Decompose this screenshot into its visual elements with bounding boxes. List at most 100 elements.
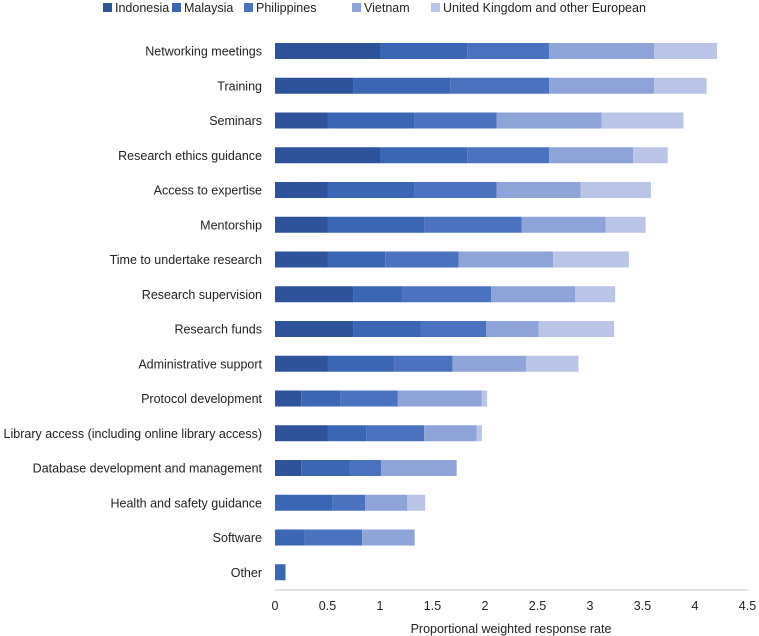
bar-segment-r4-s2: [414, 182, 497, 198]
category-labels: Networking meetings Training Seminars Resea…: [4, 45, 263, 580]
bar-segment-r1-s3: [549, 77, 655, 94]
category-label-2: Seminars: [209, 114, 262, 128]
bar-segment-r8-s1: [353, 321, 421, 337]
legend-label-1: Malaysia: [184, 1, 233, 15]
bar-segment-r11-s3: [424, 425, 477, 442]
category-label-7: Research supervision: [142, 288, 262, 302]
bar-segment-r2-s0: [275, 112, 328, 129]
x-tick-label-2: 1: [377, 599, 384, 613]
bar-segment-r8-s3: [486, 321, 539, 337]
bar-segment-r8-s4: [538, 321, 615, 337]
bar-segment-r10-s2: [340, 390, 398, 407]
bar-segment-r6-s1: [327, 251, 386, 268]
bar-segment-r8-s2: [420, 321, 487, 337]
bar-segment-r13-s4: [407, 494, 426, 511]
bar-segment-r5-s2: [424, 216, 522, 233]
bar-segment-r10-s0: [275, 390, 302, 407]
bar-segment-r9-s4: [525, 355, 579, 372]
bars: [275, 43, 718, 581]
bar-segment-r9-s2: [394, 355, 453, 372]
bar-segment-r2-s2: [414, 112, 497, 129]
bar-segment-r4-s0: [275, 182, 328, 198]
bar-segment-r3-s3: [549, 147, 634, 164]
bar-segment-r3-s2: [467, 147, 550, 164]
bar-segment-r5-s4: [605, 216, 646, 233]
bar-segment-r12-s0: [275, 460, 302, 476]
bar-segment-r13-s2: [332, 494, 366, 511]
legend-swatch-3: [352, 3, 361, 12]
legend-label-0: Indonesia: [115, 1, 169, 15]
bar-segment-r5-s3: [521, 216, 606, 233]
bar-segment-r0-s0: [275, 43, 380, 59]
category-label-14: Software: [213, 531, 262, 545]
bar-segment-r9-s0: [275, 355, 328, 372]
bar-segment-r6-s0: [275, 251, 328, 268]
bar-segment-r11-s4: [476, 425, 482, 442]
category-label-13: Health and safety guidance: [111, 496, 263, 510]
bar-segment-r0-s2: [467, 43, 550, 59]
bar-segment-r3-s0: [275, 147, 380, 164]
bar-segment-r13-s3: [365, 494, 408, 511]
category-label-9: Administrative support: [138, 357, 262, 371]
bar-segment-r7-s0: [275, 286, 354, 303]
bar-segment-r8-s0: [275, 321, 354, 337]
bar-segment-r12-s1: [301, 460, 350, 476]
category-label-6: Time to undertake research: [110, 253, 262, 267]
bar-segment-r2-s3: [496, 112, 602, 129]
x-tick-label-7: 3.5: [634, 599, 651, 613]
bar-segment-r12-s2: [349, 460, 382, 476]
x-tick-label-6: 3: [587, 599, 594, 613]
bar-segment-r15-s1: [275, 564, 286, 581]
category-label-10: Protocol development: [141, 392, 262, 406]
bar-segment-r7-s4: [575, 286, 616, 303]
bar-segment-r4-s4: [580, 182, 651, 198]
legend-label-3: Vietnam: [364, 1, 410, 15]
x-tick-label-0: 0: [272, 599, 279, 613]
category-label-11: Library access (including online library…: [4, 427, 262, 441]
legend-swatch-1: [172, 3, 181, 12]
bar-segment-r4-s1: [327, 182, 415, 198]
x-tick-label-3: 1.5: [424, 599, 441, 613]
bar-segment-r11-s0: [275, 425, 328, 442]
bar-segment-r0-s1: [380, 43, 468, 59]
bar-segment-r5-s1: [327, 216, 425, 233]
bar-segment-r14-s3: [362, 529, 415, 546]
legend-swatch-2: [244, 3, 253, 12]
category-label-12: Database development and management: [33, 462, 263, 476]
bar-segment-r6-s2: [385, 251, 459, 268]
bar-segment-r7-s1: [353, 286, 403, 303]
x-tick-label-9: 4.5: [739, 599, 756, 613]
bar-segment-r2-s1: [327, 112, 415, 129]
bar-segment-r9-s1: [327, 355, 395, 372]
bar-segment-r7-s3: [491, 286, 576, 303]
bar-segment-r5-s0: [275, 216, 328, 233]
bar-segment-r1-s4: [654, 77, 707, 94]
legend-swatch-4: [431, 3, 440, 12]
legend: Indonesia Malaysia Philippines Vietnam Unite…: [103, 1, 646, 15]
legend-swatch-0: [103, 3, 112, 12]
bar-segment-r0-s3: [549, 43, 655, 59]
bar-segment-r10-s1: [301, 390, 341, 407]
bar-segment-r10-s4: [481, 390, 488, 407]
bar-segment-r3-s1: [380, 147, 468, 164]
x-axis: 0 0.5 1 1.5 2 2.5 3 3.5 4 4.5: [272, 589, 756, 613]
category-label-1: Training: [217, 79, 262, 93]
bar-segment-r1-s2: [450, 77, 550, 94]
category-label-15: Other: [231, 566, 262, 580]
bar-segment-r4-s3: [496, 182, 581, 198]
bar-segment-r3-s4: [633, 147, 668, 164]
x-tick-label-5: 2.5: [529, 599, 546, 613]
bar-segment-r11-s2: [366, 425, 425, 442]
bar-segment-r14-s2: [304, 529, 363, 546]
bar-segment-r6-s4: [553, 251, 629, 268]
legend-label-2: Philippines: [256, 1, 316, 15]
bar-segment-r11-s1: [327, 425, 367, 442]
x-tick-label-1: 0.5: [319, 599, 336, 613]
bar-segment-r2-s4: [601, 112, 684, 129]
bar-segment-r10-s3: [397, 390, 482, 407]
bar-segment-r1-s1: [353, 77, 451, 94]
category-label-5: Mentorship: [200, 218, 262, 232]
x-tick-label-4: 2: [482, 599, 489, 613]
category-label-8: Research funds: [174, 323, 262, 337]
